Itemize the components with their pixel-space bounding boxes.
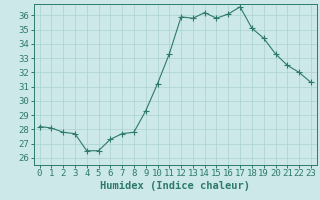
X-axis label: Humidex (Indice chaleur): Humidex (Indice chaleur) [100, 181, 250, 191]
